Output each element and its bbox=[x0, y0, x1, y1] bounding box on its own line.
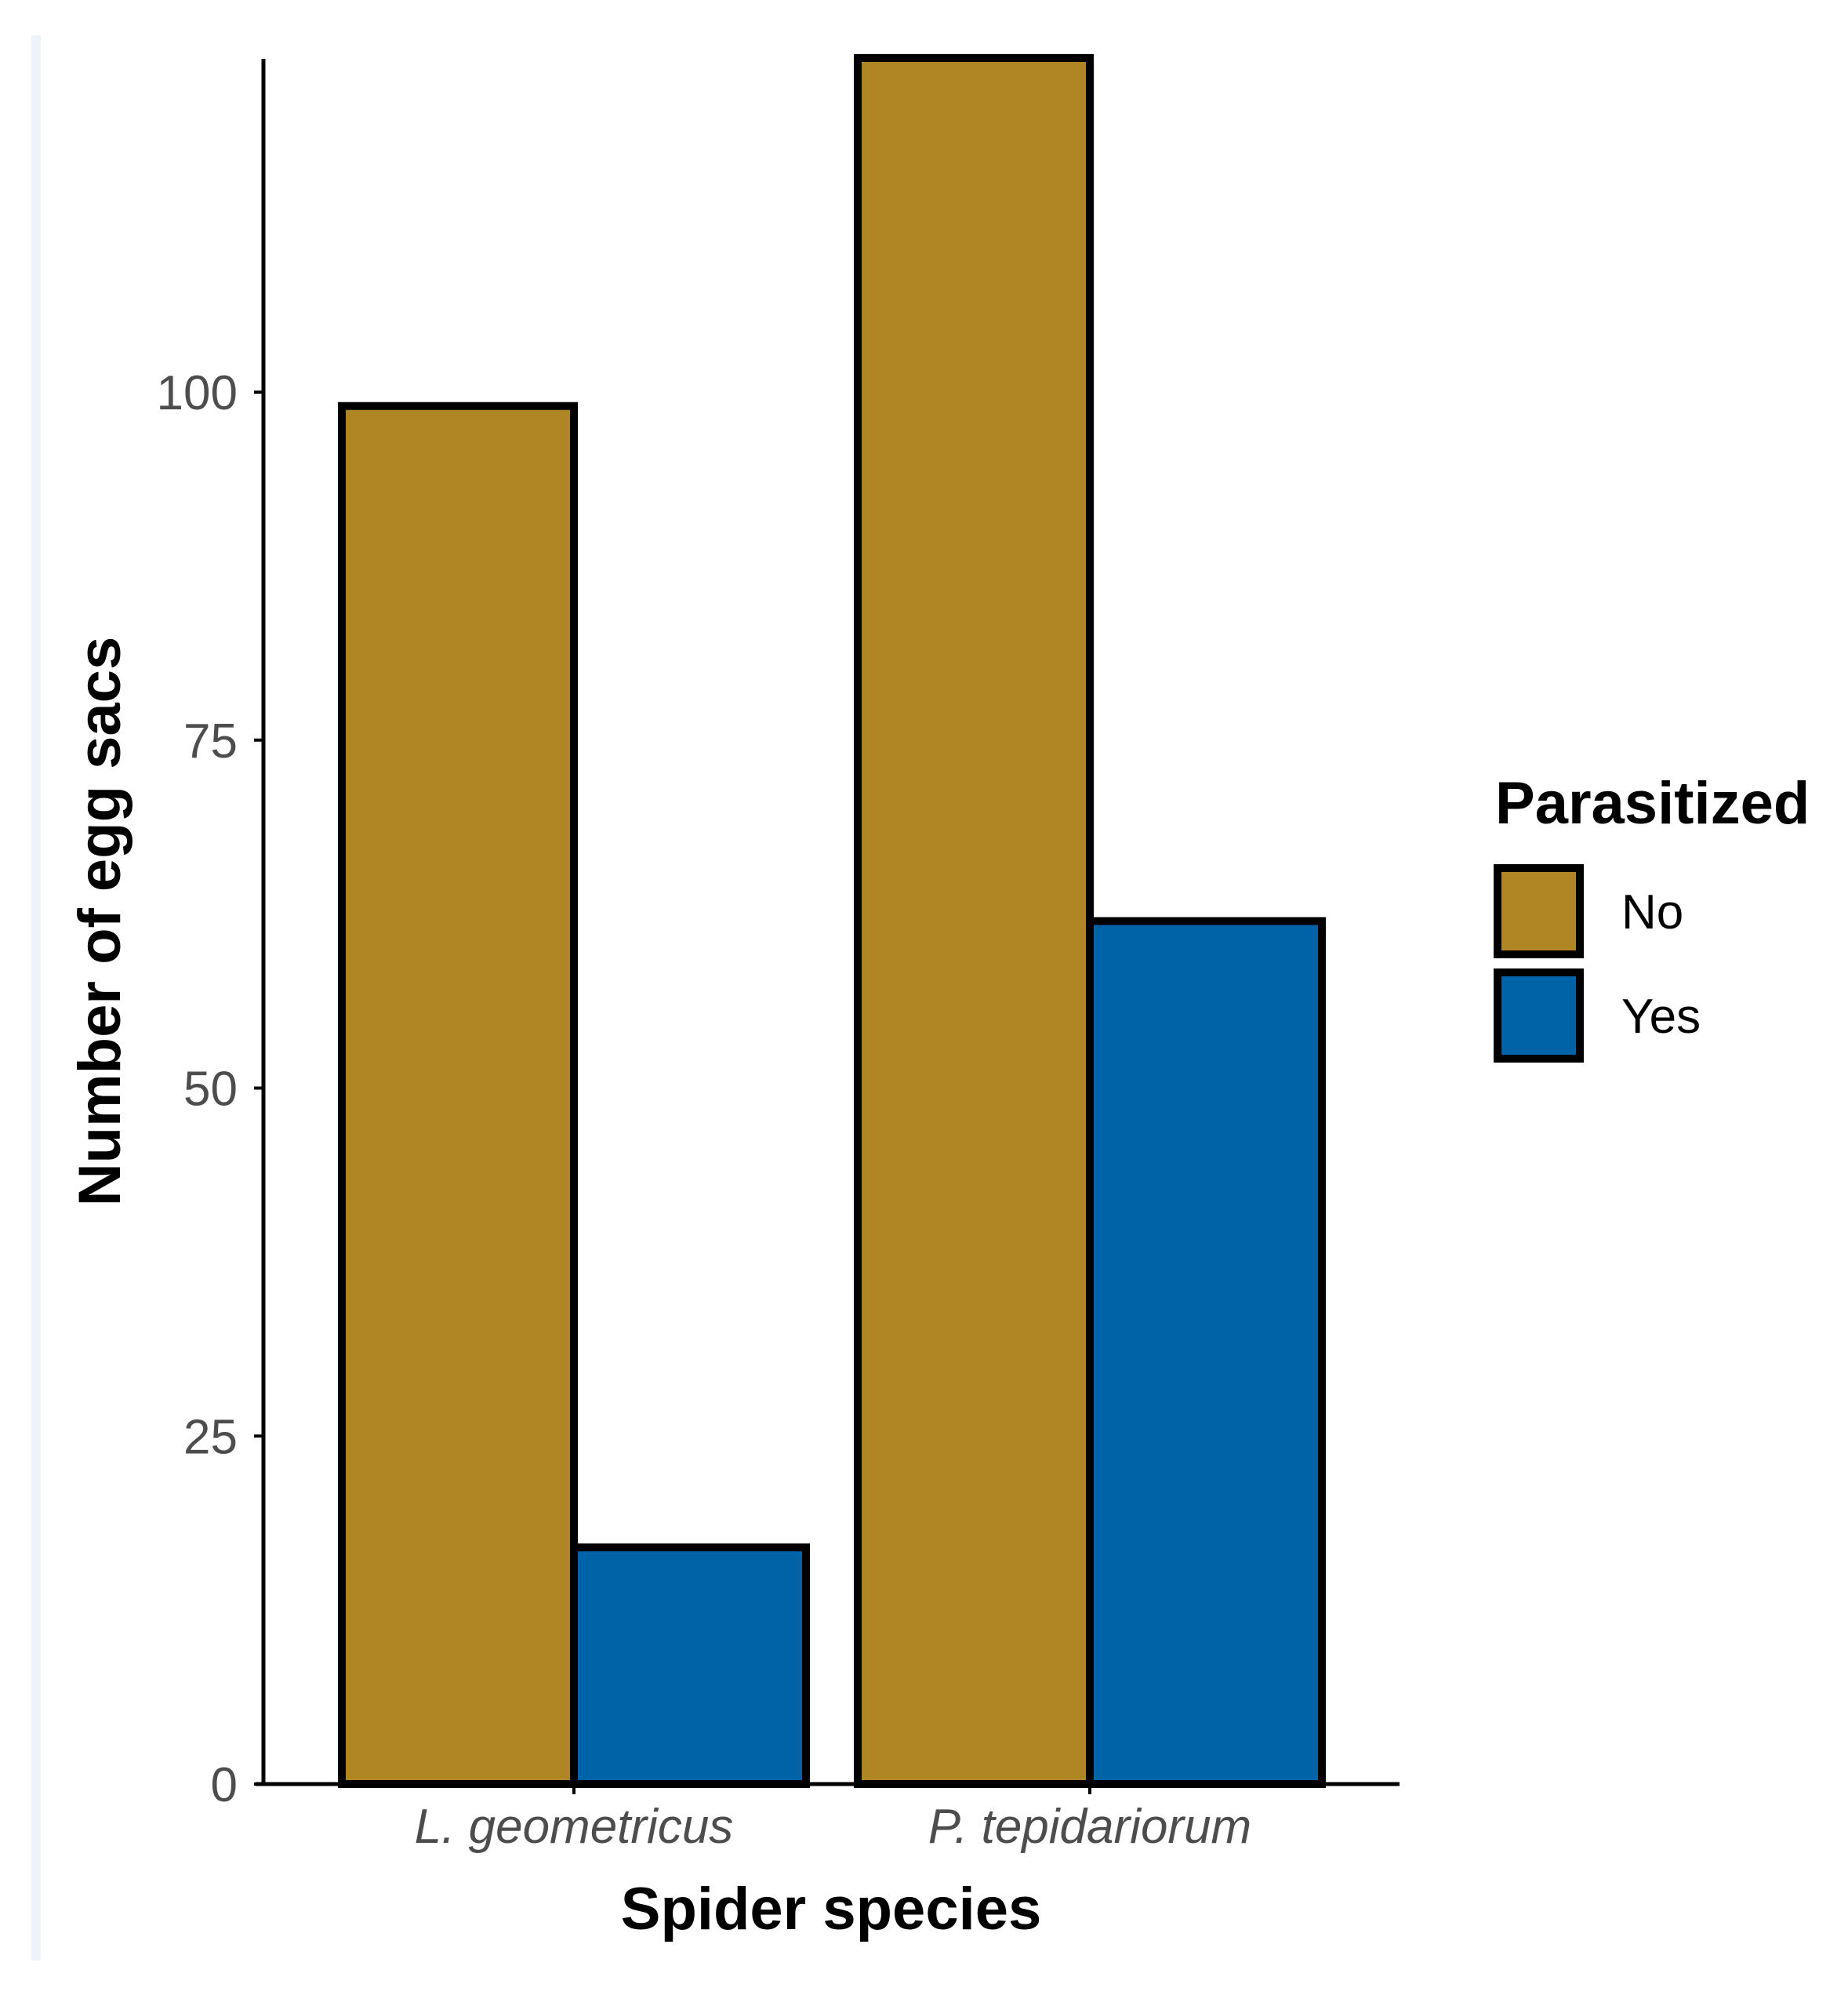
y-tick-label: 0 bbox=[211, 1758, 238, 1812]
bar-no-1 bbox=[338, 402, 578, 1788]
x-axis-title: Spider species bbox=[621, 1876, 1042, 1942]
y-ticks-group: 0 25 50 75 100 bbox=[157, 366, 263, 1812]
x-ticks-group: L. geometricus P. tepidariorum bbox=[415, 1784, 1251, 1854]
bar-yes-2 bbox=[1086, 917, 1326, 1788]
x-tick-label: L. geometricus bbox=[415, 1800, 734, 1854]
bar-yes-1 bbox=[570, 1543, 810, 1788]
legend: Parasitized No Yes bbox=[1494, 770, 1810, 1063]
legend-label-no: No bbox=[1621, 885, 1683, 939]
bars-group bbox=[338, 54, 1326, 1788]
legend-key-no bbox=[1494, 864, 1584, 958]
legend-title: Parasitized bbox=[1495, 770, 1810, 837]
x-tick-label: P. tepidariorum bbox=[928, 1800, 1251, 1854]
bar-no-2 bbox=[854, 54, 1094, 1788]
y-tick-label: 100 bbox=[157, 366, 238, 420]
legend-key-yes bbox=[1494, 968, 1584, 1063]
y-tick-label: 75 bbox=[183, 714, 238, 769]
y-axis-title: Number of egg sacs bbox=[67, 637, 133, 1206]
legend-label-yes: Yes bbox=[1621, 990, 1701, 1044]
axes-group bbox=[256, 59, 1400, 1786]
left-edge-strip bbox=[31, 35, 41, 1960]
y-tick-label: 50 bbox=[183, 1063, 238, 1117]
y-tick-label: 25 bbox=[183, 1410, 238, 1464]
